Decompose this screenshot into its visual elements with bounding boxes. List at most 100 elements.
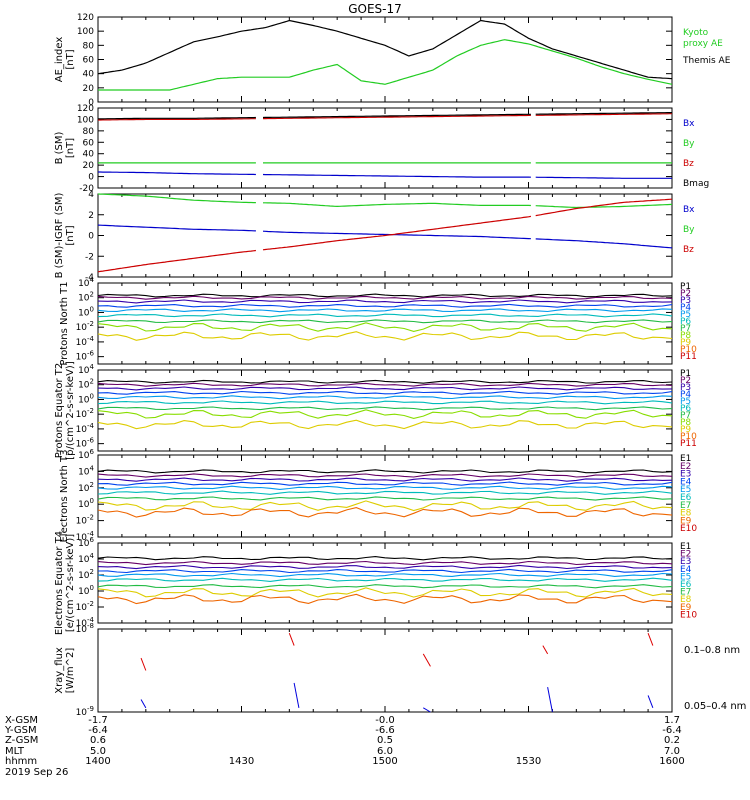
y-tick-label: 20	[83, 161, 95, 171]
row-value: 1530	[516, 756, 541, 767]
y-axis-label-3: Protons North T1	[59, 281, 70, 365]
legend-label: By	[683, 225, 695, 235]
channel-line-p2	[97, 382, 673, 387]
y-tick-label: -2	[85, 252, 94, 262]
channel-line-p1	[97, 379, 673, 384]
xray-long-segment	[288, 632, 295, 646]
channel-legend-e6: E6	[680, 493, 692, 503]
y-label-line: AE_index	[54, 37, 65, 83]
channel-legend-p4: P4	[680, 303, 691, 313]
row-value: 0.5	[377, 735, 393, 746]
series-line-by	[535, 203, 673, 209]
row-value: 5.0	[90, 746, 106, 757]
channel-legend-e10: E10	[680, 524, 697, 534]
y-tick-label: 20	[83, 84, 95, 94]
legend-label: Themis AE	[682, 56, 731, 66]
row-value: 0.6	[90, 735, 106, 746]
channel-legend-p4: P4	[680, 390, 691, 400]
channel-legend-p8: P8	[680, 418, 691, 428]
y-tick-label: 10-9	[76, 705, 94, 718]
y-tick-label: 10-6	[76, 437, 95, 450]
y-label-line: [nT]	[65, 225, 76, 245]
channel-line-p9	[97, 419, 673, 430]
channel-line-p5	[97, 308, 673, 313]
y-tick-label: 100	[78, 584, 94, 597]
row-value: 6.0	[377, 746, 393, 757]
y-tick-label: 10-4	[76, 530, 95, 543]
row-value: -6.4	[88, 725, 108, 736]
y-tick-label: 104	[78, 552, 94, 565]
legend-label: 0.1–0.8 nm	[684, 645, 740, 656]
y-tick-label: 102	[78, 291, 94, 304]
y-tick-label: 104	[78, 276, 94, 289]
y-tick-label: 10-6	[76, 350, 95, 363]
y-tick-label: 40	[83, 70, 95, 80]
channel-line-e7	[97, 496, 673, 501]
channel-legend-p11: P11	[680, 352, 697, 362]
row-label-x-gsm: X-GSM	[5, 715, 38, 726]
channel-legend-e4: E4	[680, 565, 692, 575]
y-tick-label: -20	[79, 184, 94, 194]
channel-line-e3	[97, 477, 673, 482]
channel-legend-p5: P5	[680, 310, 691, 320]
channel-line-p7	[97, 406, 673, 411]
series-line-by	[97, 193, 256, 204]
y-axis-label-6: Electrons Equator T4 [e/(cm^2-s-sr-keV)]	[54, 531, 76, 635]
channel-legend-e9: E9	[680, 603, 692, 613]
channel-line-e1	[97, 556, 673, 561]
y-tick-label: 102	[78, 568, 94, 581]
row-value: -1.7	[88, 715, 108, 726]
chart-title: GOES-17	[348, 2, 402, 16]
row-label-mlt: MLT	[5, 746, 25, 757]
y-tick-label: 10-2	[76, 320, 94, 333]
legend-label: Bz	[683, 245, 694, 255]
xray-long-segment	[140, 657, 147, 671]
y-tick-label: 102	[78, 481, 94, 494]
y-axis-label-5: Electrons North T3	[59, 449, 70, 542]
legend-label: Kyoto	[683, 28, 709, 38]
y-tick-label: 104	[78, 464, 94, 477]
y-label-line: [nT]	[65, 49, 76, 69]
y-tick-label: 10-4	[76, 422, 95, 435]
row-value: 7.0	[664, 746, 680, 757]
channel-legend-p9: P9	[680, 338, 691, 348]
panel-frame-5	[97, 454, 673, 538]
channel-legend-p11: P11	[680, 439, 697, 449]
channel-legend-p9: P9	[680, 425, 691, 435]
series-line-bx	[97, 224, 256, 232]
channel-legend-p8: P8	[680, 331, 691, 341]
y-label-line: [p/(cm^2-s-sr-keV)]	[65, 361, 76, 460]
channel-legend-p3: P3	[680, 383, 691, 393]
channel-legend-p6: P6	[680, 404, 691, 414]
xray-long-segment	[422, 653, 431, 667]
channel-line-e9	[97, 593, 673, 605]
channel-line-e6	[97, 490, 673, 495]
y-tick-label: 120	[77, 104, 94, 114]
series-line-bx	[262, 230, 531, 240]
channel-legend-e3: E3	[680, 557, 691, 567]
y-axis-label-4: Protons Equator T2 [p/(cm^2-s-sr-keV)]	[54, 361, 76, 460]
date-label: 2019 Sep 26	[5, 767, 68, 778]
series-line-bz	[97, 249, 256, 273]
series-line-bmag	[262, 113, 531, 119]
y-tick-label: 102	[78, 378, 94, 391]
y-tick-label: 10-2	[76, 407, 94, 420]
y-label-line: [e/(cm^2-s-sr-keV)]	[65, 534, 76, 632]
row-value: 1400	[85, 756, 110, 767]
y-label-line: Electrons Equator T4	[54, 531, 65, 635]
channel-line-p6	[97, 400, 673, 405]
y-tick-label: 2	[88, 211, 94, 221]
channel-line-e1	[97, 469, 673, 474]
row-value: 1500	[372, 756, 397, 767]
channel-legend-e2: E2	[680, 462, 691, 472]
y-tick-label: 80	[83, 127, 95, 137]
series-line-themis-ae	[97, 19, 673, 80]
channel-line-e8	[97, 500, 673, 512]
channel-line-e5	[97, 572, 673, 578]
channel-legend-p5: P5	[680, 397, 691, 407]
row-value: 1.7	[664, 715, 680, 726]
channel-legend-e6: E6	[680, 580, 692, 590]
channel-legend-e10: E10	[680, 610, 697, 620]
y-label-line: Xray_flux	[54, 647, 65, 694]
